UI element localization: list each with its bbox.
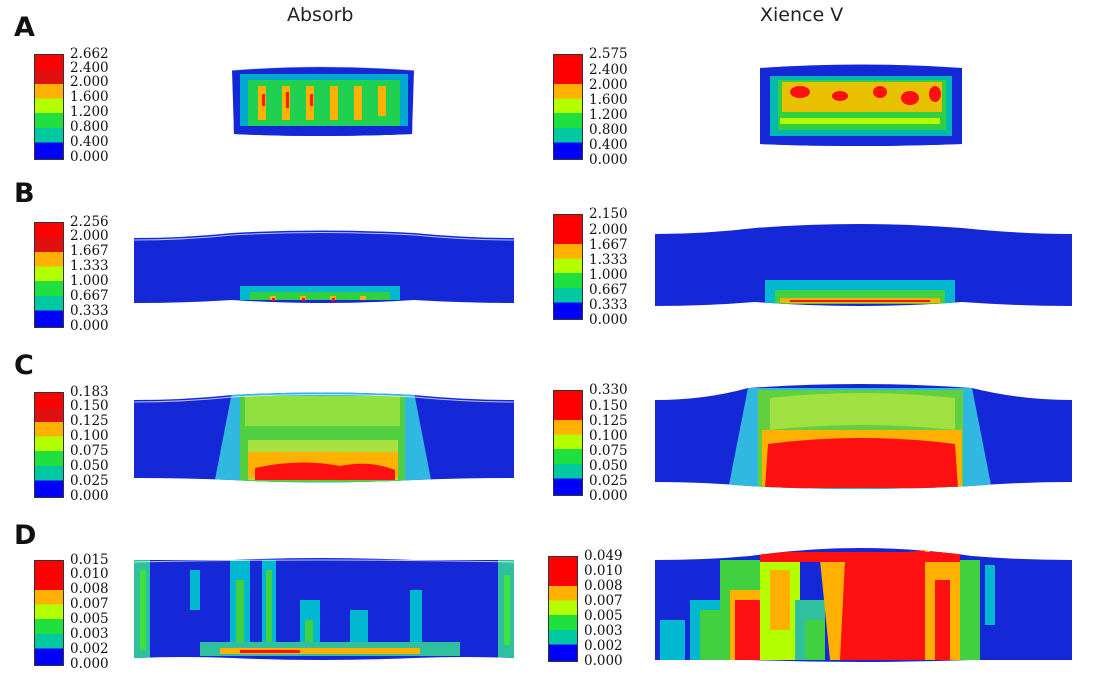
row-label-b: B — [14, 178, 35, 209]
tick-label: 0.667 — [589, 282, 628, 298]
tick-label: 2.256 — [70, 214, 109, 230]
tick-label: 0.000 — [70, 656, 109, 672]
vessel-b-absorb — [134, 230, 514, 303]
tick-label: 0.800 — [70, 119, 109, 135]
tick-label: 0.005 — [70, 611, 109, 627]
vessel-a-xience — [760, 64, 962, 146]
vessel-a-absorb — [232, 66, 414, 136]
colorbar — [34, 54, 64, 160]
tick-label: 2.150 — [589, 206, 628, 222]
tick-label: 2.000 — [70, 74, 109, 90]
tick-label: 0.100 — [70, 428, 109, 444]
colorbar — [553, 214, 583, 320]
tick-label: 0.000 — [70, 318, 109, 334]
vessel-d-absorb — [134, 558, 514, 660]
tick-label: 1.667 — [589, 237, 628, 253]
tick-label: 0.000 — [70, 149, 109, 165]
tick-label: 0.075 — [589, 443, 628, 459]
tick-label: 1.333 — [70, 258, 109, 274]
tick-label: 0.003 — [584, 623, 623, 639]
tick-label: 1.200 — [70, 104, 109, 120]
tick-label: 0.100 — [589, 428, 628, 444]
tick-label: 0.667 — [70, 288, 109, 304]
row-label-c: C — [14, 350, 34, 381]
colorbar — [34, 560, 64, 666]
tick-label: 0.050 — [70, 458, 109, 474]
tick-label: 0.000 — [589, 488, 628, 504]
tick-label: 0.000 — [589, 312, 628, 328]
tick-label: 0.330 — [589, 382, 628, 398]
tick-label: 0.008 — [584, 578, 623, 594]
tick-label: 0.025 — [70, 473, 109, 489]
colorbar — [553, 390, 583, 496]
tick-label: 0.000 — [584, 653, 623, 669]
colorbar — [548, 556, 578, 662]
tick-label: 2.575 — [589, 46, 628, 62]
tick-label: 0.005 — [584, 608, 623, 624]
tick-label: 0.150 — [589, 398, 628, 414]
tick-label: 0.049 — [584, 548, 623, 564]
column-title-xience: Xience V — [760, 4, 844, 26]
tick-label: 0.183 — [70, 384, 109, 400]
tick-label: 0.000 — [589, 152, 628, 168]
tick-label: 0.003 — [70, 626, 109, 642]
tick-label: 0.400 — [70, 134, 109, 150]
tick-label: 0.400 — [589, 137, 628, 153]
tick-label: 0.007 — [584, 593, 623, 609]
tick-label: 2.000 — [70, 228, 109, 244]
vessel-d-xience — [655, 548, 1072, 662]
vessel-c-xience — [655, 384, 1072, 489]
tick-label: 2.400 — [589, 62, 628, 78]
tick-label: 0.002 — [70, 641, 109, 657]
tick-label: 0.007 — [70, 596, 109, 612]
tick-label: 0.002 — [584, 638, 623, 654]
tick-label: 0.800 — [589, 122, 628, 138]
tick-label: 1.000 — [589, 267, 628, 283]
tick-label: 0.010 — [70, 566, 109, 582]
tick-label: 2.000 — [589, 77, 628, 93]
tick-label: 0.333 — [70, 303, 109, 319]
tick-label: 0.333 — [589, 297, 628, 313]
tick-label: 1.200 — [589, 107, 628, 123]
vessel-c-absorb — [134, 392, 514, 483]
tick-label: 2.400 — [70, 60, 109, 76]
column-title-absorb: Absorb — [287, 4, 354, 26]
tick-label: 1.600 — [70, 89, 109, 105]
tick-label: 1.000 — [70, 273, 109, 289]
tick-label: 0.125 — [70, 413, 109, 429]
tick-label: 0.050 — [589, 458, 628, 474]
tick-label: 0.015 — [70, 552, 109, 568]
tick-label: 0.150 — [70, 398, 109, 414]
tick-label: 0.000 — [70, 488, 109, 504]
colorbar — [34, 392, 64, 498]
tick-label: 1.333 — [589, 252, 628, 268]
row-label-d: D — [14, 520, 37, 551]
tick-label: 0.075 — [70, 443, 109, 459]
tick-label: 2.000 — [589, 222, 628, 238]
colorbar — [34, 222, 64, 328]
tick-label: 2.662 — [70, 46, 109, 62]
tick-label: 1.667 — [70, 243, 109, 259]
vessel-b-xience — [655, 224, 1072, 306]
tick-label: 1.600 — [589, 92, 628, 108]
colorbar — [553, 54, 583, 160]
tick-label: 0.125 — [589, 413, 628, 429]
tick-label: 0.025 — [589, 473, 628, 489]
tick-label: 0.010 — [584, 563, 623, 579]
tick-label: 0.008 — [70, 581, 109, 597]
row-label-a: A — [14, 12, 35, 43]
